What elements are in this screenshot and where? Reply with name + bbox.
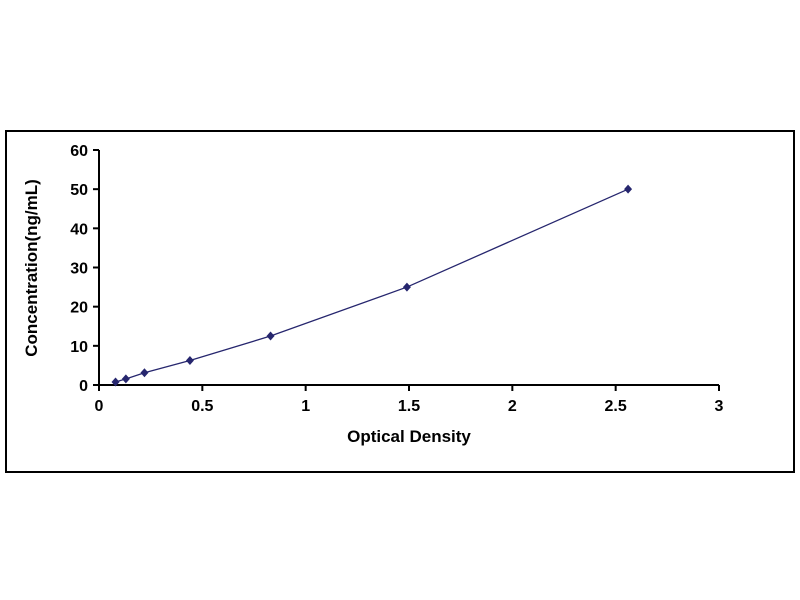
data-point-marker xyxy=(266,331,275,341)
x-tick-label: 2 xyxy=(508,398,517,415)
y-tick-label: 30 xyxy=(70,261,88,278)
x-tick-label: 0.5 xyxy=(191,398,213,415)
x-tick-label: 0 xyxy=(95,398,104,415)
y-tick-label: 0 xyxy=(79,378,88,395)
x-tick-label: 1 xyxy=(301,398,310,415)
y-axis-label: Concentration(ng/mL) xyxy=(22,179,41,357)
x-tick-label: 2.5 xyxy=(605,398,627,415)
data-point-marker xyxy=(111,377,120,387)
x-tick-label: 1.5 xyxy=(398,398,420,415)
data-point-marker xyxy=(624,184,633,194)
y-tick-label: 40 xyxy=(70,221,88,238)
data-point-marker xyxy=(185,356,194,366)
y-tick-label: 50 xyxy=(70,182,88,199)
x-axis-label: Optical Density xyxy=(347,427,471,446)
data-line xyxy=(115,188,629,383)
data-point-marker xyxy=(121,374,130,384)
data-point-marker xyxy=(402,282,411,292)
data-point-marker xyxy=(140,368,149,378)
y-tick-label: 20 xyxy=(70,300,88,317)
y-tick-label: 10 xyxy=(70,339,88,356)
standard-curve-figure: 0 0.5 1 1.5 2 2.5 3 0 10 20 30 40 50 60 Optical Densi… xyxy=(5,130,795,473)
x-tick-label: 3 xyxy=(715,398,724,415)
y-tick-label: 60 xyxy=(70,143,88,160)
